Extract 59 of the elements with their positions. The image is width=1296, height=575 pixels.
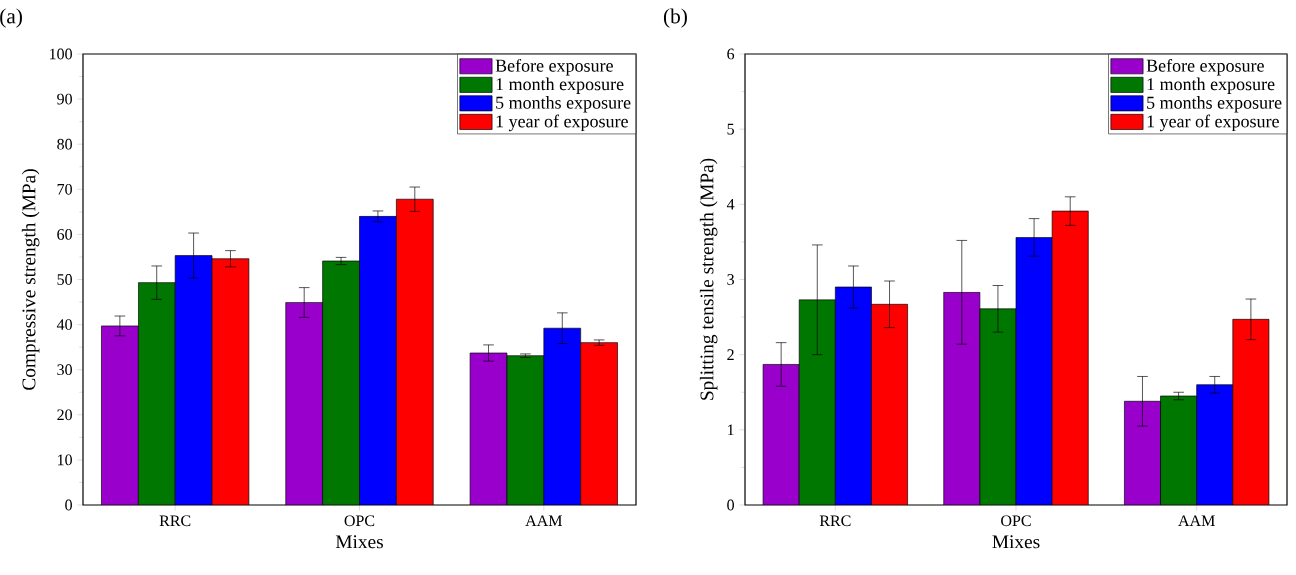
- bar: [506, 355, 545, 505]
- bar: [1052, 211, 1089, 505]
- bar: [101, 325, 139, 505]
- legend-label: Before exposure: [495, 58, 613, 76]
- y-tick-label: 0: [65, 499, 72, 511]
- y-tick-label: 2: [727, 349, 734, 360]
- x-tick-label: AAM: [1178, 515, 1215, 526]
- bar: [1124, 400, 1161, 505]
- legend-label: 1 month exposure: [1147, 77, 1275, 94]
- y-axis-title: Splitting tensile strength (MPa): [699, 158, 718, 400]
- y-tick-label: 80: [57, 138, 72, 150]
- y-tick-label: 20: [57, 409, 72, 421]
- y-tick-label: 70: [57, 183, 72, 195]
- bar: [469, 352, 508, 505]
- y-tick-label: 6: [727, 48, 735, 60]
- bar: [763, 364, 800, 505]
- y-tick-label: 100: [50, 48, 72, 60]
- bar: [359, 216, 397, 505]
- y-tick-label: 10: [58, 454, 72, 466]
- y-tick-label: 50: [57, 274, 72, 285]
- y-tick-label: 3: [727, 274, 734, 285]
- x-tick-label: RRC: [159, 515, 191, 527]
- bar: [799, 299, 836, 505]
- legend-label: 5 months exposure: [1147, 96, 1282, 113]
- bar: [137, 282, 176, 505]
- y-tick-label: 60: [57, 228, 72, 240]
- bar: [543, 327, 582, 505]
- bar: [1232, 319, 1270, 505]
- bar: [174, 255, 213, 505]
- x-tick-label: OPC: [344, 515, 375, 527]
- bar: [322, 260, 360, 505]
- bar: [835, 287, 872, 505]
- legend-label: Before exposure: [1146, 58, 1264, 76]
- y-tick-label: 40: [56, 319, 72, 330]
- bar: [1196, 384, 1234, 505]
- legend-label: 1 year of exposure: [496, 114, 628, 132]
- y-tick-label: 1: [728, 424, 734, 436]
- y-tick-label: 90: [57, 93, 72, 105]
- x-axis-title: Mixes: [335, 535, 383, 549]
- bar: [1160, 395, 1198, 505]
- y-axis-title: Compressive strength (MPa): [21, 169, 40, 390]
- chart-title: (b): [663, 8, 687, 28]
- bar: [979, 308, 1017, 505]
- legend-label: 1 year of exposure: [1147, 114, 1279, 132]
- y-tick-label: 0: [727, 499, 734, 511]
- bar: [1016, 237, 1053, 505]
- bar: [943, 292, 980, 505]
- legend-label: 1 month exposure: [496, 77, 624, 94]
- chart-title: (a): [0, 8, 22, 28]
- y-tick-label: 4: [726, 199, 735, 210]
- y-tick-label: 5: [727, 123, 734, 135]
- x-tick-label: RRC: [819, 515, 851, 527]
- bar: [285, 302, 323, 505]
- y-tick-label: 30: [57, 364, 72, 376]
- x-tick-label: OPC: [1001, 515, 1031, 527]
- bar: [871, 304, 908, 505]
- x-tick-label: AAM: [525, 515, 563, 526]
- legend-label: 5 months exposure: [496, 96, 631, 113]
- x-axis-title: Mixes: [992, 535, 1040, 549]
